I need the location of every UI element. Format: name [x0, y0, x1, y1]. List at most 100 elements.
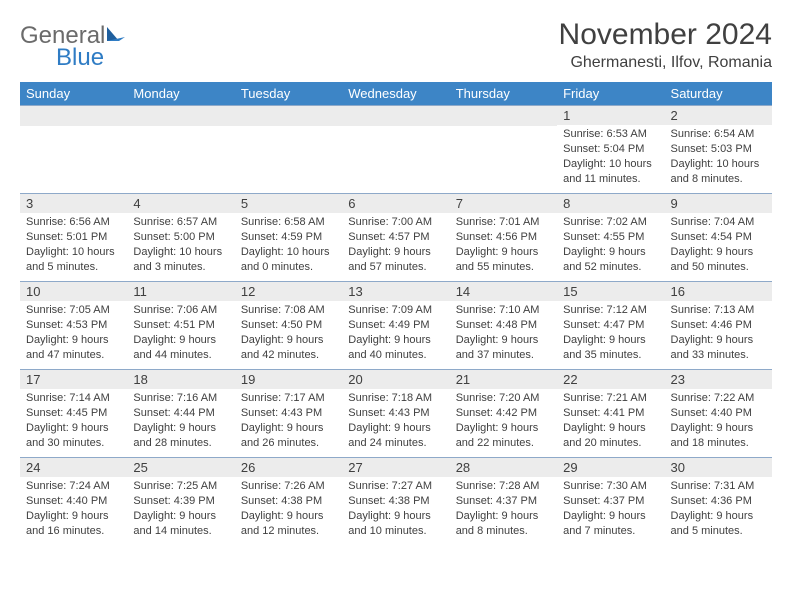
calendar-page: General Blue November 2024 Ghermanesti, … — [0, 0, 792, 546]
day-cell: 11Sunrise: 7:06 AMSunset: 4:51 PMDayligh… — [127, 282, 234, 370]
day-line: Sunrise: 7:27 AM — [348, 479, 443, 494]
day-number: 26 — [235, 458, 342, 477]
day-line: Daylight: 9 hours and 35 minutes. — [563, 333, 658, 363]
day-body: Sunrise: 7:26 AMSunset: 4:38 PMDaylight:… — [235, 477, 342, 542]
day-number: 23 — [665, 370, 772, 389]
logo-text-blue: Blue — [56, 44, 104, 72]
day-line: Daylight: 9 hours and 28 minutes. — [133, 421, 228, 451]
day-number: 7 — [450, 194, 557, 213]
day-body: Sunrise: 7:06 AMSunset: 4:51 PMDaylight:… — [127, 301, 234, 366]
day-line: Sunset: 4:40 PM — [671, 406, 766, 421]
day-line: Daylight: 10 hours and 3 minutes. — [133, 245, 228, 275]
day-header: Wednesday — [342, 82, 449, 106]
day-cell — [450, 106, 557, 194]
week-row: 10Sunrise: 7:05 AMSunset: 4:53 PMDayligh… — [20, 282, 772, 370]
day-line: Daylight: 9 hours and 42 minutes. — [241, 333, 336, 363]
logo: General Blue — [20, 22, 127, 72]
day-line: Sunrise: 7:17 AM — [241, 391, 336, 406]
empty-daynum — [342, 106, 449, 126]
day-body: Sunrise: 6:54 AMSunset: 5:03 PMDaylight:… — [665, 125, 772, 190]
day-line: Daylight: 9 hours and 30 minutes. — [26, 421, 121, 451]
day-line: Daylight: 9 hours and 55 minutes. — [456, 245, 551, 275]
day-line: Sunset: 4:57 PM — [348, 230, 443, 245]
day-cell: 29Sunrise: 7:30 AMSunset: 4:37 PMDayligh… — [557, 458, 664, 546]
day-body: Sunrise: 7:05 AMSunset: 4:53 PMDaylight:… — [20, 301, 127, 366]
day-line: Daylight: 9 hours and 44 minutes. — [133, 333, 228, 363]
day-cell — [20, 106, 127, 194]
day-number: 18 — [127, 370, 234, 389]
day-body: Sunrise: 7:10 AMSunset: 4:48 PMDaylight:… — [450, 301, 557, 366]
day-body: Sunrise: 7:18 AMSunset: 4:43 PMDaylight:… — [342, 389, 449, 454]
day-number: 15 — [557, 282, 664, 301]
day-line: Sunset: 4:51 PM — [133, 318, 228, 333]
day-line: Sunset: 4:36 PM — [671, 494, 766, 509]
day-line: Sunset: 4:55 PM — [563, 230, 658, 245]
day-line: Sunrise: 7:09 AM — [348, 303, 443, 318]
day-line: Sunrise: 7:22 AM — [671, 391, 766, 406]
day-line: Sunset: 4:44 PM — [133, 406, 228, 421]
day-line: Sunrise: 7:26 AM — [241, 479, 336, 494]
day-line: Sunrise: 7:01 AM — [456, 215, 551, 230]
day-line: Sunrise: 7:31 AM — [671, 479, 766, 494]
day-number: 11 — [127, 282, 234, 301]
day-number: 24 — [20, 458, 127, 477]
empty-daynum — [20, 106, 127, 126]
day-body: Sunrise: 7:25 AMSunset: 4:39 PMDaylight:… — [127, 477, 234, 542]
day-cell: 1Sunrise: 6:53 AMSunset: 5:04 PMDaylight… — [557, 106, 664, 194]
day-line: Daylight: 9 hours and 12 minutes. — [241, 509, 336, 539]
day-cell — [342, 106, 449, 194]
week-row: 3Sunrise: 6:56 AMSunset: 5:01 PMDaylight… — [20, 194, 772, 282]
day-cell: 22Sunrise: 7:21 AMSunset: 4:41 PMDayligh… — [557, 370, 664, 458]
day-line: Daylight: 9 hours and 5 minutes. — [671, 509, 766, 539]
day-line: Sunrise: 7:05 AM — [26, 303, 121, 318]
day-number: 5 — [235, 194, 342, 213]
day-line: Sunrise: 7:06 AM — [133, 303, 228, 318]
day-line: Sunrise: 6:58 AM — [241, 215, 336, 230]
day-line: Sunset: 4:37 PM — [456, 494, 551, 509]
day-cell: 25Sunrise: 7:25 AMSunset: 4:39 PMDayligh… — [127, 458, 234, 546]
day-number: 20 — [342, 370, 449, 389]
day-line: Sunset: 4:49 PM — [348, 318, 443, 333]
day-line: Daylight: 10 hours and 5 minutes. — [26, 245, 121, 275]
day-body: Sunrise: 7:27 AMSunset: 4:38 PMDaylight:… — [342, 477, 449, 542]
day-line: Daylight: 9 hours and 50 minutes. — [671, 245, 766, 275]
day-body: Sunrise: 6:56 AMSunset: 5:01 PMDaylight:… — [20, 213, 127, 278]
day-body: Sunrise: 6:58 AMSunset: 4:59 PMDaylight:… — [235, 213, 342, 278]
day-body: Sunrise: 7:30 AMSunset: 4:37 PMDaylight:… — [557, 477, 664, 542]
day-line: Daylight: 9 hours and 57 minutes. — [348, 245, 443, 275]
day-number: 10 — [20, 282, 127, 301]
day-cell: 15Sunrise: 7:12 AMSunset: 4:47 PMDayligh… — [557, 282, 664, 370]
month-title: November 2024 — [559, 18, 772, 52]
day-line: Sunset: 4:38 PM — [241, 494, 336, 509]
day-line: Sunset: 4:40 PM — [26, 494, 121, 509]
day-cell: 9Sunrise: 7:04 AMSunset: 4:54 PMDaylight… — [665, 194, 772, 282]
day-cell: 4Sunrise: 6:57 AMSunset: 5:00 PMDaylight… — [127, 194, 234, 282]
day-body: Sunrise: 7:17 AMSunset: 4:43 PMDaylight:… — [235, 389, 342, 454]
day-cell: 17Sunrise: 7:14 AMSunset: 4:45 PMDayligh… — [20, 370, 127, 458]
day-line: Daylight: 10 hours and 11 minutes. — [563, 157, 658, 187]
day-line: Sunrise: 6:54 AM — [671, 127, 766, 142]
day-line: Sunset: 4:39 PM — [133, 494, 228, 509]
day-line: Sunrise: 7:28 AM — [456, 479, 551, 494]
day-line: Sunrise: 7:00 AM — [348, 215, 443, 230]
day-line: Sunset: 4:43 PM — [241, 406, 336, 421]
day-body: Sunrise: 7:24 AMSunset: 4:40 PMDaylight:… — [20, 477, 127, 542]
day-header-row: SundayMondayTuesdayWednesdayThursdayFrid… — [20, 82, 772, 106]
day-line: Sunrise: 7:08 AM — [241, 303, 336, 318]
day-line: Sunrise: 7:12 AM — [563, 303, 658, 318]
day-cell: 3Sunrise: 6:56 AMSunset: 5:01 PMDaylight… — [20, 194, 127, 282]
day-line: Sunrise: 7:16 AM — [133, 391, 228, 406]
day-body: Sunrise: 7:01 AMSunset: 4:56 PMDaylight:… — [450, 213, 557, 278]
day-number: 14 — [450, 282, 557, 301]
day-line: Sunrise: 7:10 AM — [456, 303, 551, 318]
day-header: Saturday — [665, 82, 772, 106]
day-line: Daylight: 10 hours and 0 minutes. — [241, 245, 336, 275]
day-number: 4 — [127, 194, 234, 213]
day-cell: 23Sunrise: 7:22 AMSunset: 4:40 PMDayligh… — [665, 370, 772, 458]
day-line: Sunrise: 7:04 AM — [671, 215, 766, 230]
day-cell: 12Sunrise: 7:08 AMSunset: 4:50 PMDayligh… — [235, 282, 342, 370]
day-number: 22 — [557, 370, 664, 389]
day-body: Sunrise: 7:16 AMSunset: 4:44 PMDaylight:… — [127, 389, 234, 454]
day-line: Daylight: 9 hours and 16 minutes. — [26, 509, 121, 539]
header: General Blue November 2024 Ghermanesti, … — [20, 18, 772, 72]
